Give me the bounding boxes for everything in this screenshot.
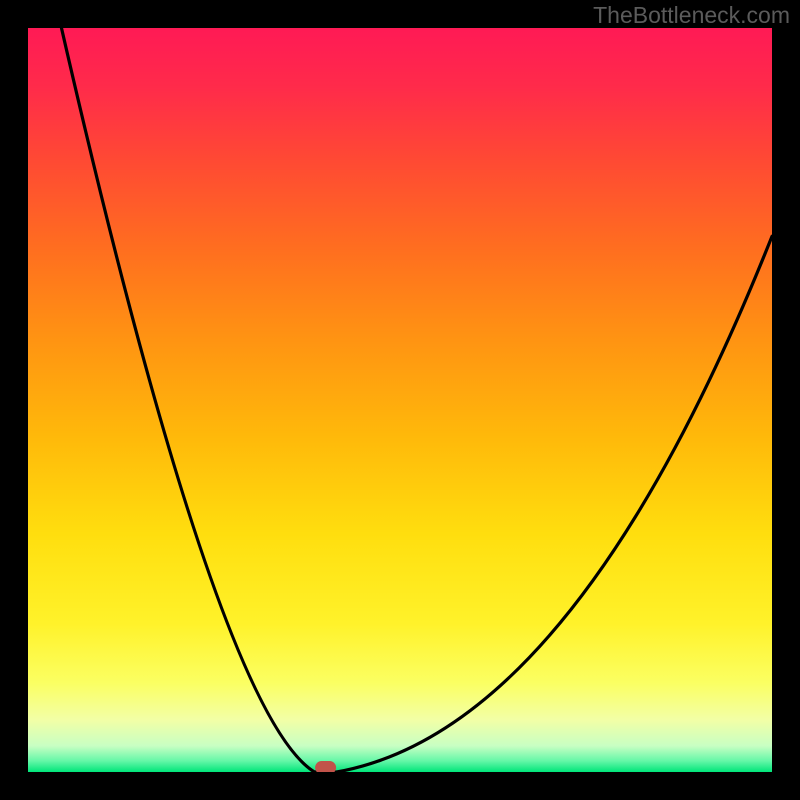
plot-background bbox=[28, 28, 772, 772]
trough-marker bbox=[316, 762, 336, 774]
watermark-text: TheBottleneck.com bbox=[593, 2, 790, 29]
chart-frame: TheBottleneck.com bbox=[0, 0, 800, 800]
bottleneck-chart bbox=[0, 0, 800, 800]
